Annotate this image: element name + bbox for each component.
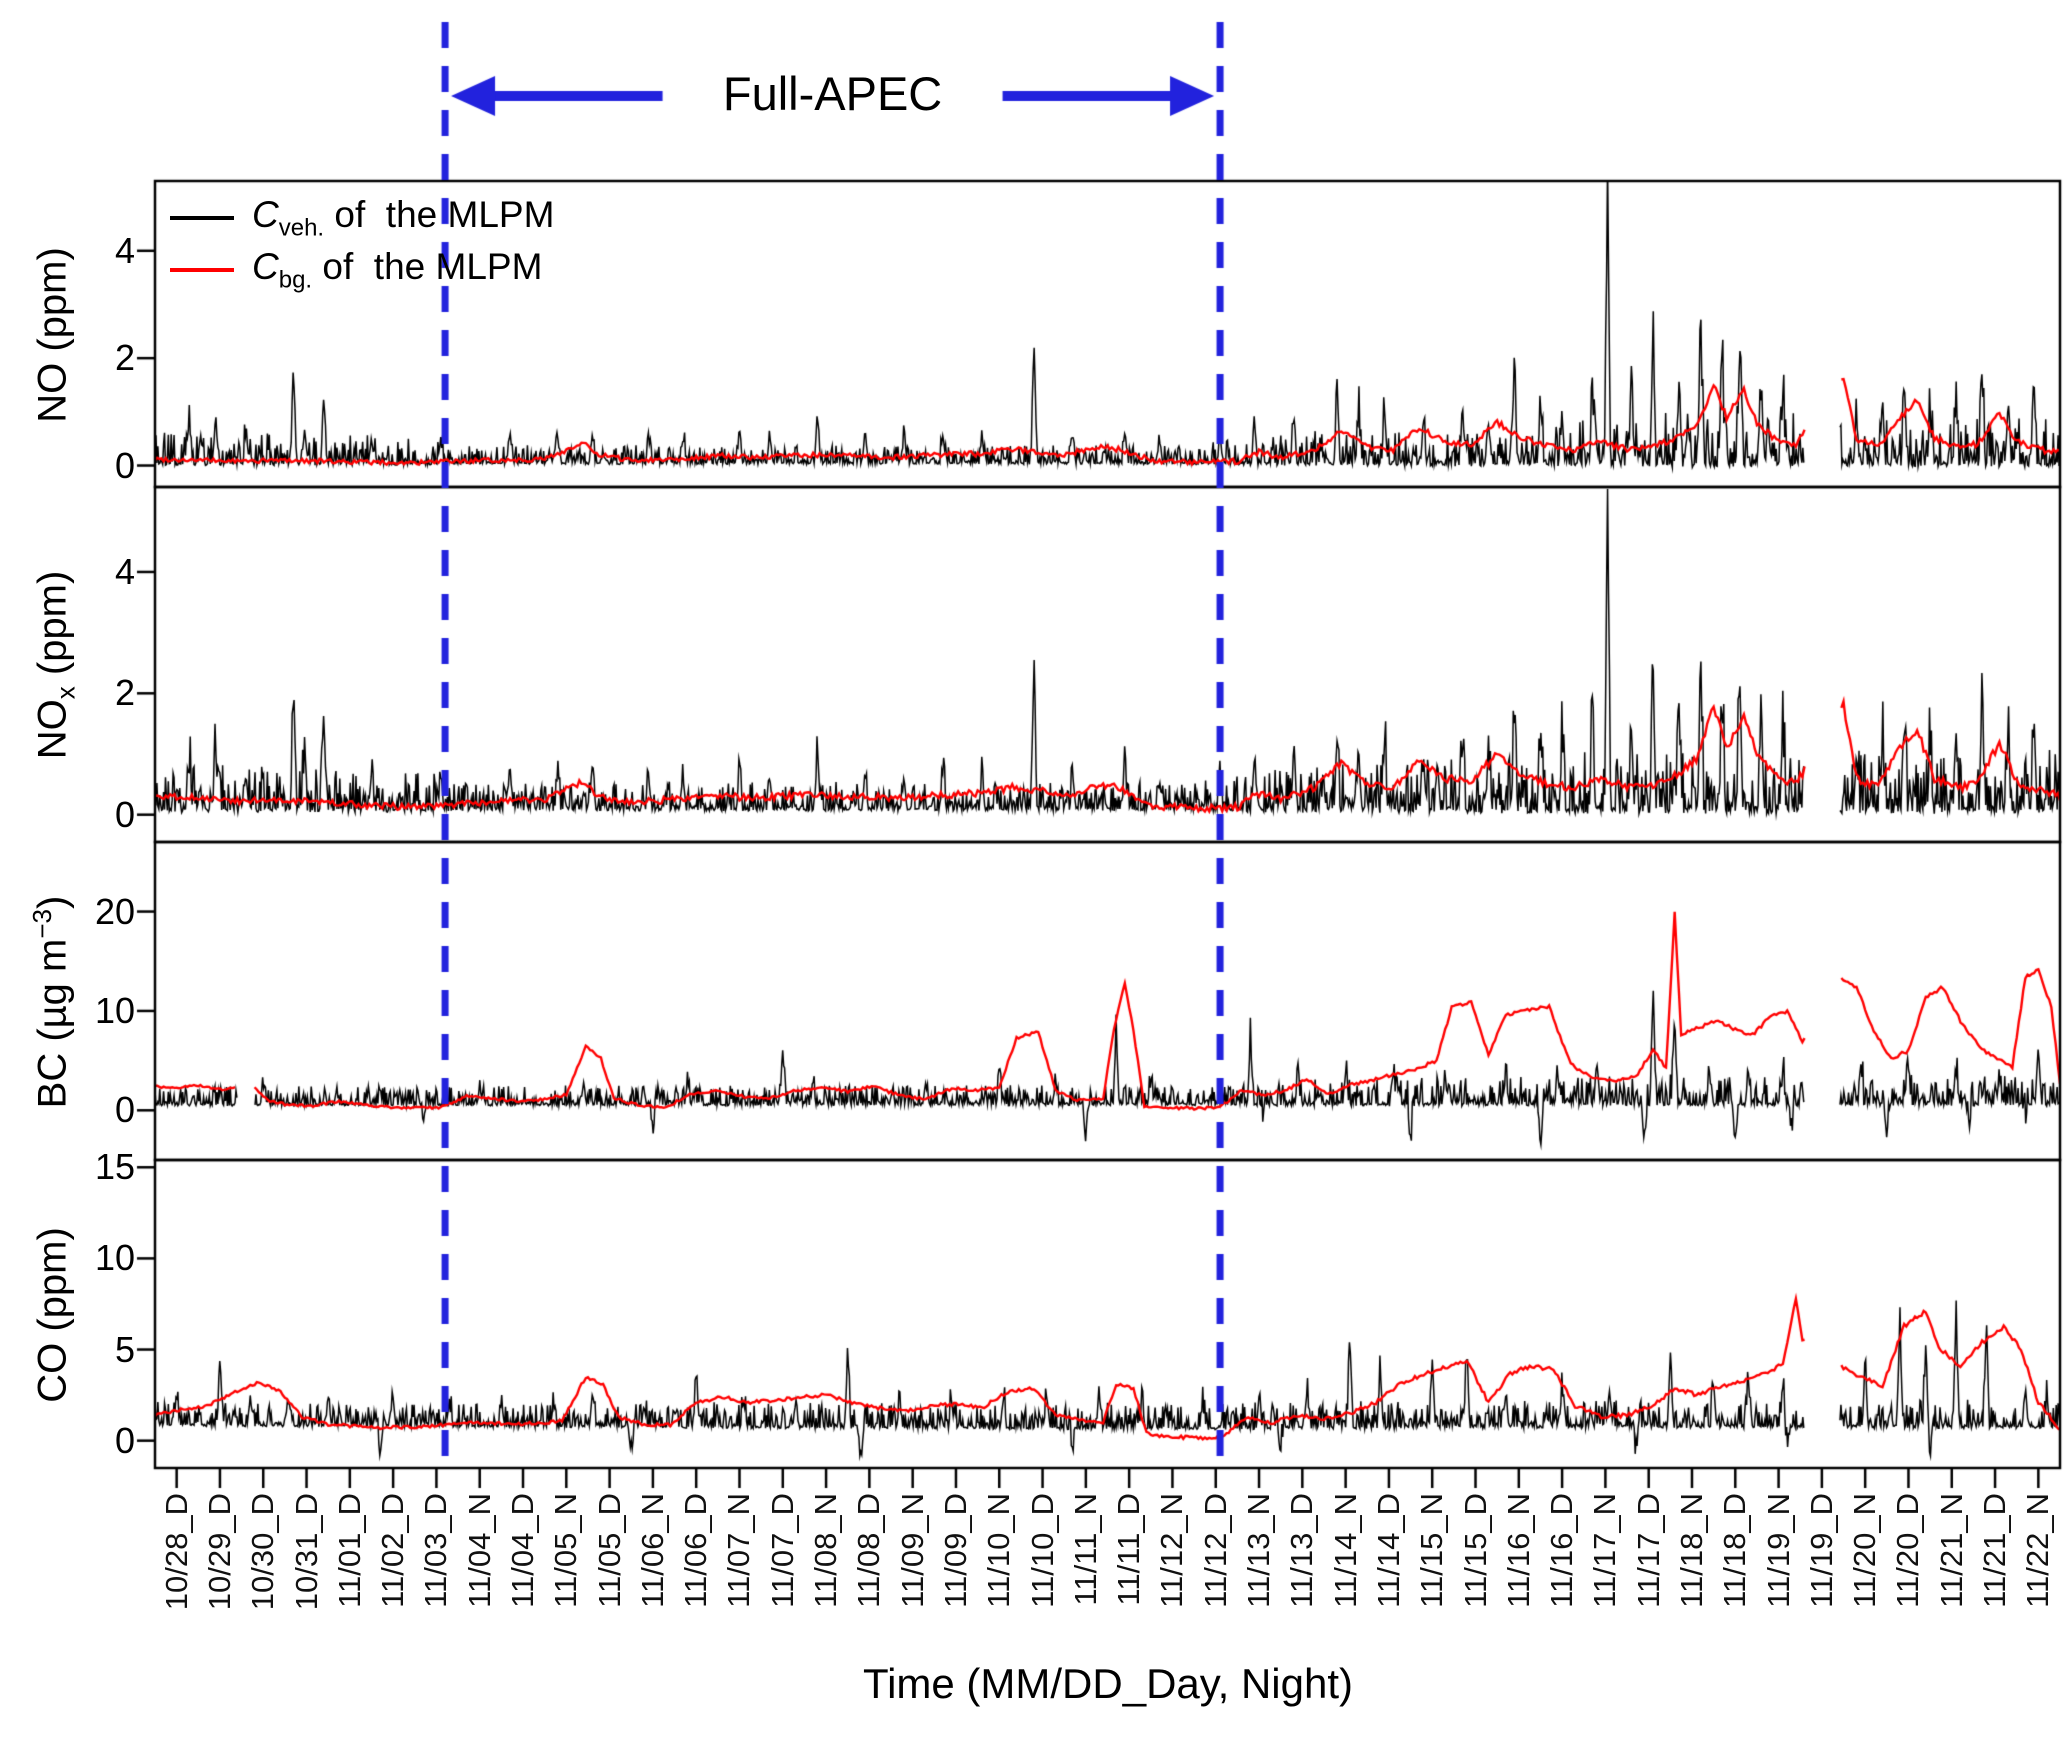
x-tick-label: 11/08_N bbox=[808, 1493, 844, 1608]
x-tick-label: 11/14_D bbox=[1370, 1493, 1406, 1608]
legend-line-veh bbox=[170, 216, 234, 220]
y-tick-label: 0 bbox=[114, 1089, 135, 1131]
legend-bg-subscript: bg. bbox=[278, 266, 313, 294]
x-tick-label: 11/18_N bbox=[1673, 1493, 1709, 1608]
y-tick-label: 0 bbox=[114, 444, 135, 486]
apec-annotation: Full-APEC bbox=[722, 67, 943, 120]
legend-bg-symbol: C bbox=[252, 245, 279, 287]
x-tick-label: 11/03_D bbox=[418, 1493, 454, 1608]
x-tick-label: 11/04_D bbox=[505, 1493, 540, 1608]
x-tick-label: 11/07_N bbox=[721, 1493, 757, 1608]
x-tick-label: 11/07_D bbox=[764, 1493, 800, 1608]
x-tick-label: 11/09_D bbox=[937, 1493, 973, 1608]
x-tick-label: 10/31_D bbox=[288, 1493, 324, 1611]
x-tick-label: 11/15_D bbox=[1457, 1493, 1493, 1608]
x-tick-label: 11/08_D bbox=[851, 1493, 887, 1608]
x-tick-label: 11/20_N bbox=[1847, 1493, 1883, 1608]
x-tick-label: 11/14_N bbox=[1327, 1493, 1363, 1608]
legend-label-veh: Cveh. of the MLPM bbox=[252, 194, 554, 242]
legend-veh-symbol: C bbox=[252, 193, 279, 235]
legend-line-bg bbox=[170, 268, 234, 272]
y-tick-label: 15 bbox=[94, 1146, 135, 1188]
x-tick-label: 11/10_D bbox=[1024, 1493, 1060, 1608]
x-tick-label: 11/19_N bbox=[1760, 1493, 1796, 1608]
legend-bg-text: of the MLPM bbox=[312, 245, 543, 287]
x-tick-label: 11/12_D bbox=[1197, 1493, 1233, 1608]
x-tick-label: 11/09_N bbox=[894, 1493, 930, 1608]
x-tick-label: 11/11_D bbox=[1111, 1493, 1147, 1606]
y-tick-label: 0 bbox=[114, 1419, 135, 1461]
x-tick-label: 11/05_N bbox=[548, 1493, 584, 1608]
legend-item-bg: Cbg. of the MLPM bbox=[170, 244, 554, 296]
legend-label-bg: Cbg. of the MLPM bbox=[252, 246, 542, 294]
x-tick-label: 11/18_D bbox=[1717, 1493, 1753, 1608]
y-tick-label: 0 bbox=[114, 793, 135, 835]
x-tick-label: 11/05_D bbox=[591, 1493, 627, 1608]
x-tick-label: 11/13_D bbox=[1284, 1493, 1320, 1608]
x-tick-label: 11/06_D bbox=[678, 1493, 714, 1608]
y-tick-label: 5 bbox=[114, 1328, 135, 1370]
x-tick-label: 11/13_N bbox=[1241, 1493, 1277, 1608]
x-tick-label: 11/16_D bbox=[1544, 1493, 1580, 1608]
y-tick-label: 10 bbox=[94, 1237, 135, 1279]
x-tick-label: 10/28_D bbox=[158, 1493, 194, 1611]
x-tick-label: 11/01_D bbox=[331, 1493, 367, 1608]
x-tick-label: 11/17_D bbox=[1630, 1493, 1666, 1608]
x-tick-label: 11/20_D bbox=[1890, 1493, 1926, 1608]
x-tick-label: 11/15_N bbox=[1414, 1493, 1450, 1608]
x-tick-label: 11/10_N bbox=[981, 1493, 1017, 1608]
x-tick-label: 11/02_D bbox=[375, 1493, 411, 1608]
y-axis-label-bc-sup: −3 bbox=[27, 908, 57, 939]
y-tick-label: 2 bbox=[114, 672, 135, 714]
legend-veh-subscript: veh. bbox=[278, 214, 325, 242]
x-tick-label: 11/21_N bbox=[1933, 1493, 1969, 1608]
x-tick-label: 11/17_N bbox=[1587, 1493, 1623, 1608]
x-tick-label: 11/12_N bbox=[1154, 1493, 1190, 1608]
legend: Cveh. of the MLPM Cbg. of the MLPM bbox=[170, 192, 554, 296]
y-tick-label: 20 bbox=[94, 890, 135, 932]
x-tick-label: 11/16_N bbox=[1500, 1493, 1536, 1608]
y-tick-label: 2 bbox=[114, 337, 135, 379]
x-tick-label: 10/29_D bbox=[201, 1493, 237, 1611]
x-tick-label: 11/11_N bbox=[1067, 1493, 1103, 1606]
x-tick-label: 11/21_D bbox=[1977, 1493, 2013, 1608]
y-axis-label-co: CO (ppm) bbox=[17, 1115, 74, 1515]
x-tick-label: 11/19_D bbox=[1803, 1493, 1839, 1608]
x-tick-label: 11/06_N bbox=[634, 1493, 670, 1608]
x-tick-label: 11/04_N bbox=[461, 1493, 497, 1608]
legend-veh-text: of the MLPM bbox=[324, 193, 555, 235]
x-tick-label: 10/30_D bbox=[245, 1493, 281, 1611]
x-axis-title: Time (MM/DD_Day, Night) bbox=[862, 1660, 1354, 1707]
y-tick-label: 4 bbox=[114, 229, 135, 271]
y-tick-label: 10 bbox=[94, 989, 135, 1031]
x-tick-label: 11/22_N bbox=[2020, 1493, 2056, 1608]
y-tick-label: 4 bbox=[114, 550, 135, 592]
legend-item-veh: Cveh. of the MLPM bbox=[170, 192, 554, 244]
